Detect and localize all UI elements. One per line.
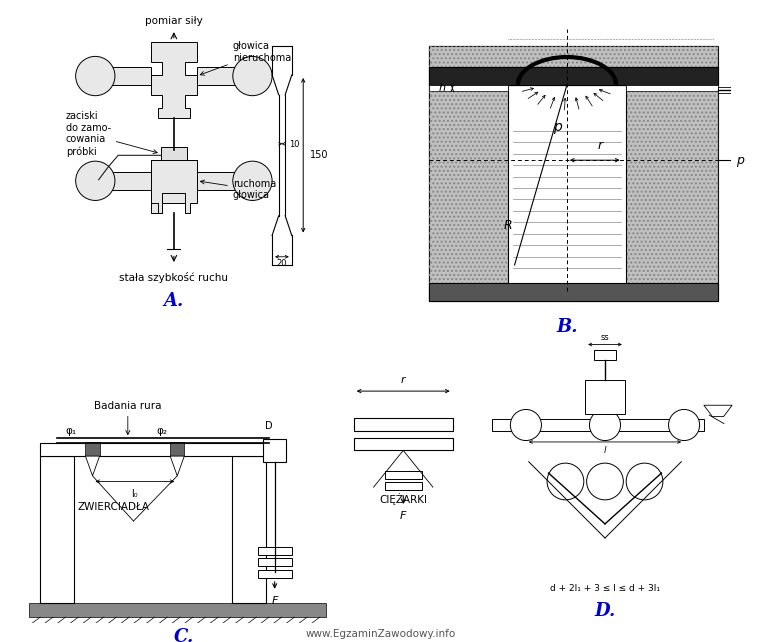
Bar	[492, 419, 704, 431]
Bar	[197, 171, 246, 189]
Circle shape	[590, 410, 620, 440]
Text: stała szybkość ruchu: stała szybkość ruchu	[119, 272, 228, 282]
Text: 150: 150	[310, 150, 328, 160]
Bar	[594, 350, 616, 360]
Bar	[429, 67, 718, 85]
Bar	[429, 46, 718, 301]
Circle shape	[75, 161, 115, 200]
Bar	[385, 482, 422, 490]
Text: CIĘŻARKI: CIĘŻARKI	[379, 493, 427, 505]
Text: B.: B.	[556, 318, 578, 336]
Circle shape	[587, 463, 623, 500]
Polygon shape	[151, 160, 197, 213]
Bar	[385, 471, 422, 479]
Text: www.EgzaminZawodowy.info: www.EgzaminZawodowy.info	[305, 629, 456, 639]
Text: 20: 20	[277, 259, 287, 268]
Bar	[508, 85, 626, 291]
Polygon shape	[151, 42, 197, 117]
Bar	[197, 67, 246, 85]
Circle shape	[626, 463, 663, 500]
Bar	[718, 87, 737, 93]
Circle shape	[233, 161, 272, 200]
Text: p: p	[736, 153, 743, 167]
Polygon shape	[85, 456, 100, 476]
Polygon shape	[704, 405, 732, 417]
Text: D: D	[265, 421, 272, 431]
Text: l₀: l₀	[132, 489, 139, 499]
Bar	[29, 603, 326, 617]
Text: h: h	[439, 83, 446, 93]
Text: 10: 10	[289, 140, 300, 149]
Text: głowica
nieruchoma: głowica nieruchoma	[200, 41, 291, 75]
Bar	[161, 147, 187, 160]
Bar	[585, 380, 625, 413]
Text: ruchoma
głowica: ruchoma głowica	[200, 179, 276, 200]
Bar	[429, 46, 718, 301]
Text: pomiar siły: pomiar siły	[145, 16, 202, 26]
Text: F: F	[272, 596, 278, 606]
Bar	[102, 67, 151, 85]
Circle shape	[75, 56, 115, 96]
Bar	[170, 442, 184, 456]
Text: D.: D.	[594, 602, 616, 620]
Text: φ₁: φ₁	[65, 426, 77, 436]
Text: zaciski
do zamo-
cowania
prόbki: zaciski do zamo- cowania prόbki	[66, 111, 158, 157]
Bar	[263, 439, 286, 462]
Circle shape	[547, 463, 584, 500]
Text: Badania rura: Badania rura	[94, 401, 161, 435]
Text: r: r	[597, 139, 602, 152]
Bar	[258, 559, 291, 566]
FancyArrowPatch shape	[709, 415, 724, 424]
Text: ZWIERCIADŁA: ZWIERCIADŁA	[78, 502, 150, 512]
Text: ss: ss	[600, 333, 610, 342]
Polygon shape	[151, 160, 197, 213]
Text: F: F	[400, 511, 406, 521]
Text: r: r	[401, 376, 406, 385]
Bar	[626, 85, 718, 91]
Text: l: l	[603, 446, 607, 455]
Bar	[40, 456, 74, 603]
Circle shape	[511, 410, 541, 440]
Bar	[354, 438, 453, 451]
Bar	[85, 442, 100, 456]
Circle shape	[669, 410, 699, 440]
Text: d + 2l₁ + 3 ≤ l ≤ d + 3l₁: d + 2l₁ + 3 ≤ l ≤ d + 3l₁	[550, 584, 660, 593]
Text: φ₂: φ₂	[156, 426, 167, 436]
Bar	[232, 456, 266, 603]
Text: A.: A.	[164, 292, 184, 310]
Text: C.: C.	[174, 628, 195, 642]
Bar	[429, 85, 508, 91]
Bar	[258, 569, 291, 578]
Circle shape	[233, 56, 272, 96]
Bar	[354, 418, 453, 431]
Bar	[258, 547, 291, 555]
Bar	[102, 171, 151, 189]
Bar	[429, 283, 718, 301]
Polygon shape	[170, 456, 184, 476]
Bar	[40, 444, 280, 456]
Text: p: p	[552, 121, 562, 134]
Text: R: R	[504, 219, 512, 232]
